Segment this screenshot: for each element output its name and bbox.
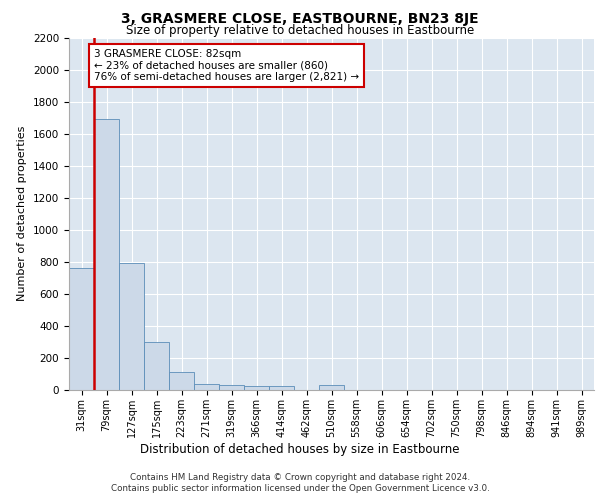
Text: Contains public sector information licensed under the Open Government Licence v3: Contains public sector information licen… — [110, 484, 490, 493]
Bar — [69, 268, 94, 390]
Y-axis label: Number of detached properties: Number of detached properties — [17, 126, 28, 302]
Text: Distribution of detached houses by size in Eastbourne: Distribution of detached houses by size … — [140, 442, 460, 456]
Bar — [119, 264, 144, 390]
Bar — [169, 372, 194, 390]
Bar — [219, 385, 244, 390]
Bar — [244, 386, 269, 390]
Bar — [94, 119, 119, 390]
Bar — [269, 386, 294, 390]
Text: 3 GRASMERE CLOSE: 82sqm
← 23% of detached houses are smaller (860)
76% of semi-d: 3 GRASMERE CLOSE: 82sqm ← 23% of detache… — [94, 48, 359, 82]
Bar — [194, 384, 219, 390]
Text: Size of property relative to detached houses in Eastbourne: Size of property relative to detached ho… — [126, 24, 474, 37]
Bar — [144, 342, 169, 390]
Bar — [319, 385, 344, 390]
Text: 3, GRASMERE CLOSE, EASTBOURNE, BN23 8JE: 3, GRASMERE CLOSE, EASTBOURNE, BN23 8JE — [121, 12, 479, 26]
Text: Contains HM Land Registry data © Crown copyright and database right 2024.: Contains HM Land Registry data © Crown c… — [130, 472, 470, 482]
